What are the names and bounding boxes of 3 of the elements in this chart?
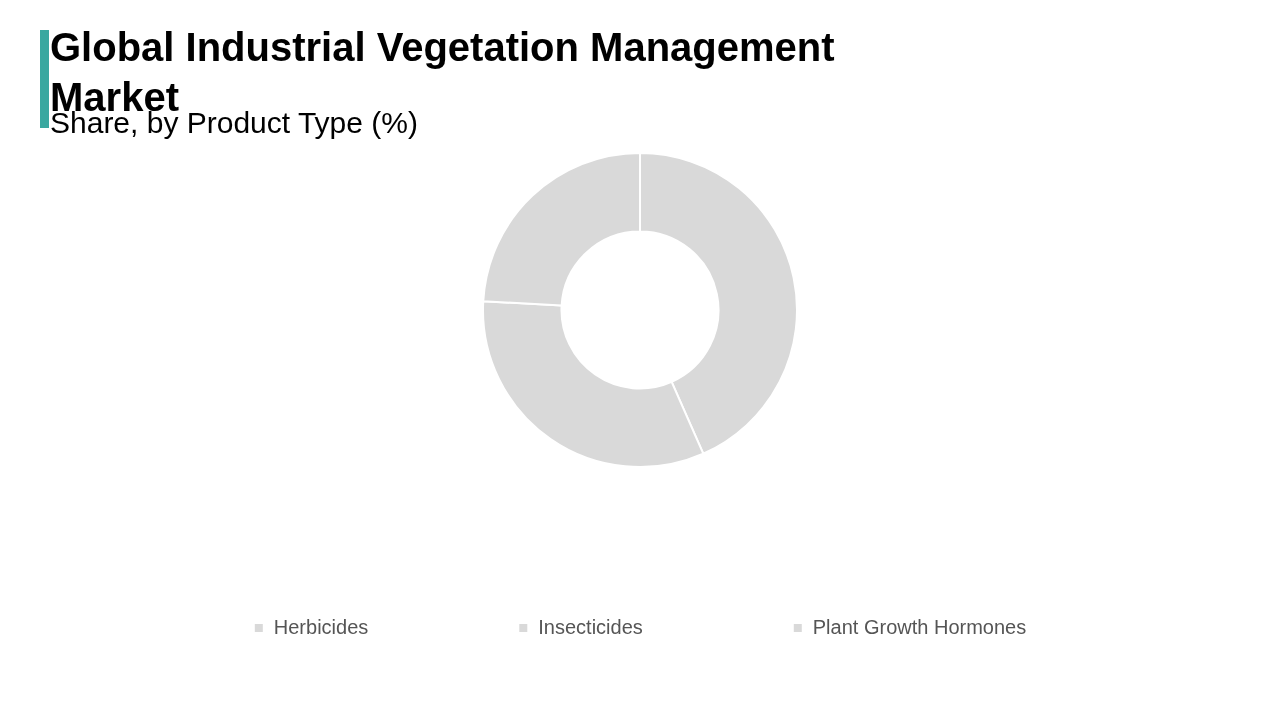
legend-label: Insecticides: [538, 615, 643, 638]
legend-label: Plant Growth Hormones: [812, 615, 1027, 638]
legend-label: Herbicides: [273, 615, 369, 638]
